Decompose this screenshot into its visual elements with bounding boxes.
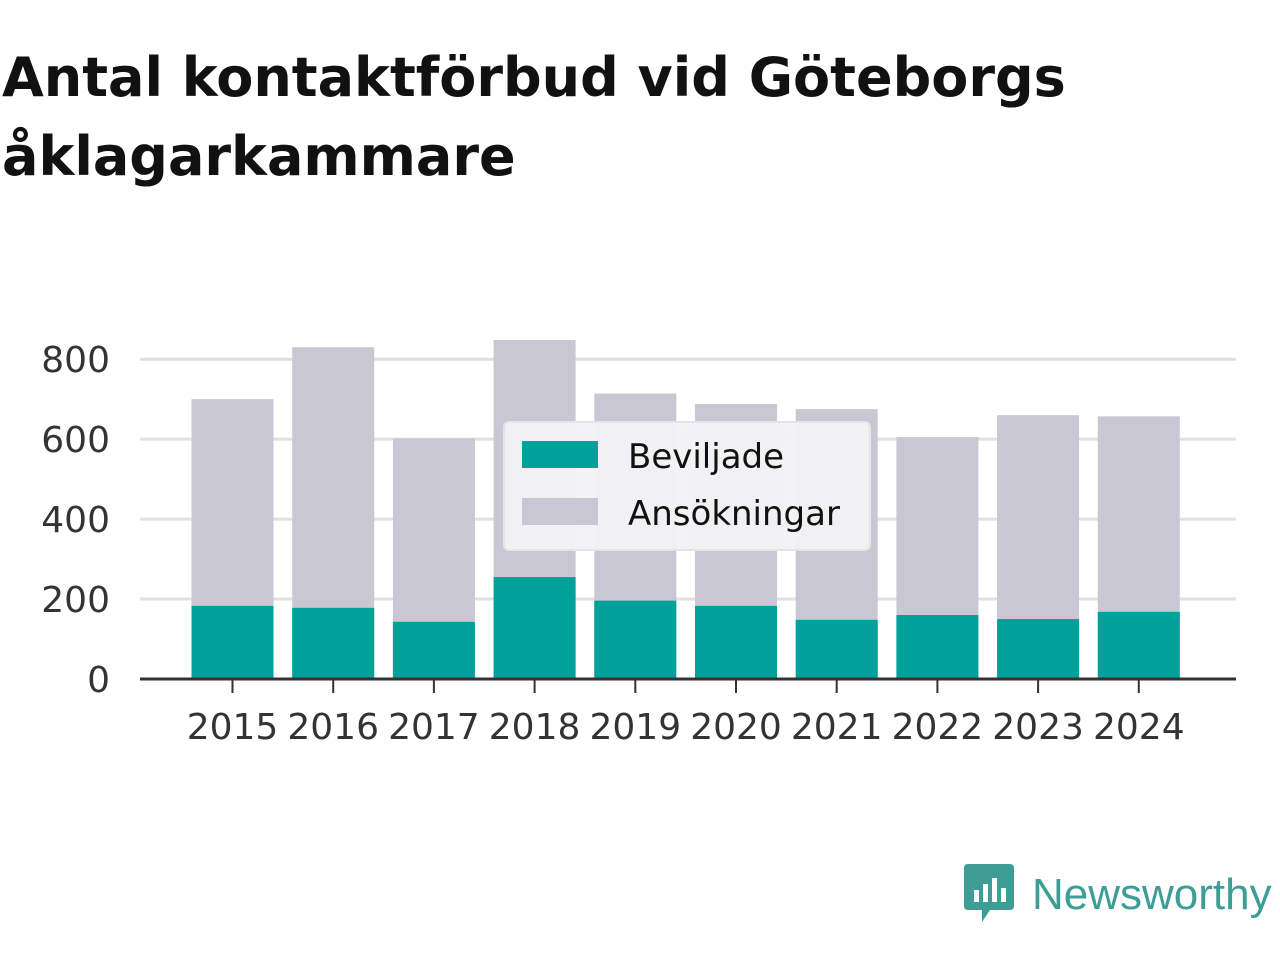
bar-beviljade-2019	[594, 600, 677, 679]
x-tick-label: 2016	[287, 707, 379, 748]
bar-beviljade-2017	[392, 621, 475, 679]
x-tick-label: 2018	[489, 707, 581, 748]
y-tick-label: 0	[87, 660, 110, 701]
bar-beviljade-2020	[695, 605, 777, 679]
x-tick-label: 2019	[589, 707, 681, 748]
newsworthy-logo-icon	[964, 864, 1014, 922]
bar-beviljade-2021	[795, 619, 878, 679]
x-tick-label: 2015	[187, 707, 279, 748]
x-tick-label: 2022	[892, 707, 984, 748]
bars	[191, 340, 1180, 679]
bar-beviljade-2016	[292, 607, 375, 679]
y-tick-label: 600	[41, 420, 110, 461]
brand-name: Newsworthy	[1032, 870, 1272, 919]
x-tick-label: 2020	[690, 707, 782, 748]
legend-swatch	[522, 498, 598, 525]
legend: Beviljade Ansökningar	[503, 421, 871, 551]
x-tick-label: 2017	[388, 707, 480, 748]
bar-beviljade-2024	[1097, 611, 1180, 679]
x-axis-ticks: 2015 2016 2017 2018 2019 2020 2021 2022 2023 2024	[187, 679, 1185, 748]
y-tick-label: 400	[41, 500, 110, 541]
y-tick-label: 800	[41, 340, 110, 381]
y-tick-label: 200	[41, 580, 110, 621]
brand-logo: Newsworthy	[964, 862, 1272, 928]
x-tick-label: 2021	[791, 707, 883, 748]
bar-beviljade-2018	[493, 577, 576, 679]
x-tick-label: 2023	[992, 707, 1084, 748]
chart-title: Antal kontaktförbud vid Göteborgs åklaga…	[2, 46, 1066, 188]
legend-label: Ansökningar	[628, 494, 840, 534]
y-axis-ticks: 0 200 400 600 800	[41, 340, 110, 701]
x-tick-label: 2024	[1093, 707, 1185, 748]
bar-beviljade-2015	[191, 605, 274, 679]
bar-beviljade-2022	[896, 615, 979, 679]
legend-swatch	[522, 441, 598, 468]
bar-beviljade-2023	[997, 619, 1080, 679]
legend-label: Beviljade	[628, 437, 784, 477]
